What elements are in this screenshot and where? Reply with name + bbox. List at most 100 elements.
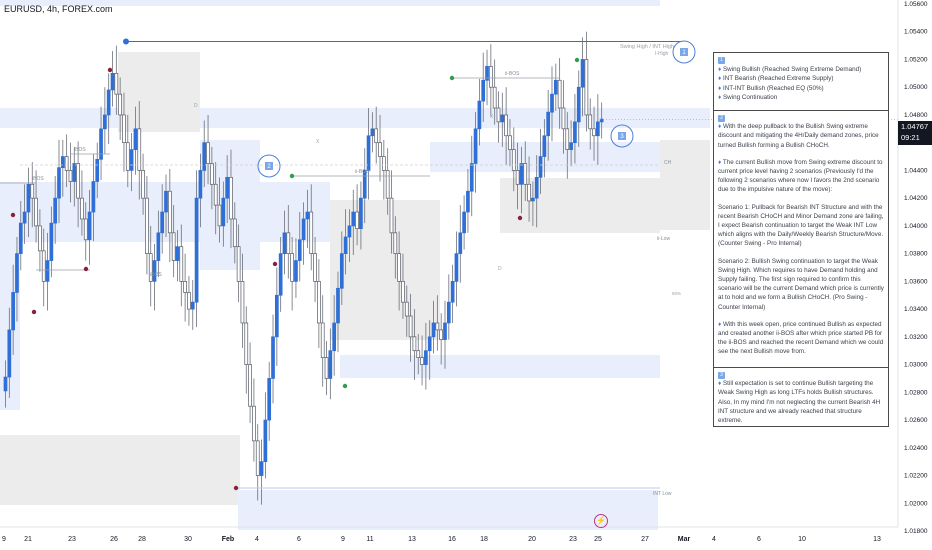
candle-body	[232, 218, 237, 248]
section-2-para-4: Scenario 2: Bullish Swing continuation t…	[718, 257, 884, 311]
candle-body	[328, 350, 333, 379]
para-text: With this week open, price continued Bul…	[718, 320, 884, 356]
candle-body	[424, 350, 428, 365]
candle-body	[290, 253, 294, 282]
candle-body	[282, 232, 287, 254]
candle-body	[103, 114, 107, 130]
candle-body	[160, 211, 165, 234]
time-tick-label: 13	[408, 536, 416, 543]
candle-body	[11, 292, 15, 331]
candle-body	[481, 79, 486, 102]
section-divider	[714, 110, 888, 111]
candle-body	[22, 211, 27, 224]
candle-body	[34, 197, 38, 227]
candle-body	[99, 128, 103, 160]
section-2-para-3: Scenario 1: Pullback for Bearish INT Str…	[718, 203, 884, 248]
candle-body	[404, 301, 409, 317]
candle-body	[129, 149, 134, 171]
candle-body	[106, 89, 111, 116]
ii-bos-label: ii-BOS	[355, 169, 370, 175]
swing-point	[233, 485, 239, 491]
candle-body	[194, 197, 199, 303]
candle-body	[133, 128, 138, 150]
time-tick-label: 9	[2, 536, 6, 543]
flash-icon[interactable]: ⚡	[594, 514, 608, 528]
candle-body	[569, 142, 573, 150]
candle-body	[313, 253, 317, 282]
time-tick-label: 16	[448, 536, 456, 543]
list-item: ♦ INT-INT Bullish (Reached EQ (50%)	[718, 84, 884, 93]
candle-body	[439, 329, 444, 340]
price-tick-label: 1.02800	[904, 389, 928, 396]
time-tick-label: 30	[184, 536, 192, 543]
zone	[0, 0, 660, 6]
candle-body	[378, 142, 382, 157]
time-tick-label: 4	[712, 536, 716, 543]
candle-body	[187, 292, 191, 310]
ibos-label: iBOS	[74, 147, 86, 153]
candle-body	[550, 93, 554, 113]
time-tick-label: 13	[873, 536, 881, 543]
candle-body	[385, 170, 390, 199]
candle-body	[339, 253, 344, 289]
candle-body	[347, 225, 352, 238]
time-tick-label: 9	[341, 536, 345, 543]
candle-body	[469, 163, 474, 192]
candle-body	[542, 135, 547, 157]
candle-body	[175, 246, 180, 261]
ii-low-label: ii-Low	[657, 236, 670, 242]
diamond-icon: ♦	[718, 380, 722, 388]
candle-body	[41, 250, 46, 282]
candle-body	[141, 170, 145, 199]
candle-body	[3, 376, 8, 392]
candle-body	[87, 211, 92, 241]
price-tick-label: 1.04000	[904, 223, 928, 230]
zone	[238, 490, 658, 530]
swing-point	[574, 57, 580, 63]
candle-body	[596, 121, 600, 137]
list-item: ♦ Swing Continuation	[718, 93, 884, 102]
candle-body	[317, 281, 321, 324]
countdown-value: 09:21	[901, 133, 920, 142]
candle-body	[198, 170, 203, 199]
price-tick-label: 1.01800	[904, 528, 928, 535]
diamond-icon: ♦	[718, 123, 722, 131]
candle-body	[519, 163, 524, 185]
time-tick-label: 21	[24, 536, 32, 543]
candle-body	[546, 111, 551, 137]
candle-body	[80, 197, 84, 220]
time-tick-label: Feb	[222, 536, 234, 543]
candle-body	[370, 128, 375, 137]
price-tick-label: 1.04400	[904, 167, 928, 174]
list-item-text: Swing Continuation	[722, 93, 778, 101]
list-item-text: INT Bearish (Reached Extreme Supply)	[722, 75, 834, 83]
candle-body	[458, 232, 463, 254]
time-tick-label: 26	[110, 536, 118, 543]
candle-body	[95, 158, 100, 182]
price-tick-label: 1.03600	[904, 278, 928, 285]
candle-body	[573, 121, 577, 144]
scenario-badge	[618, 132, 626, 140]
diamond-icon: ♦	[718, 75, 722, 83]
candle-body	[171, 232, 176, 261]
candle-body	[561, 107, 566, 130]
candle-body	[565, 128, 570, 150]
current-price-tag: 1.04767 09:21	[898, 121, 932, 145]
candle-body	[255, 440, 260, 476]
time-tick-label: Mar	[678, 536, 691, 543]
panel-section-2: 2 ♦ With the deep pullback to the Bullis…	[714, 111, 888, 367]
candle-body	[557, 79, 562, 109]
price-tick-label: 1.03400	[904, 306, 928, 313]
time-tick-label: 28	[138, 536, 146, 543]
candle-body	[122, 114, 126, 144]
swing-point	[10, 212, 16, 218]
candle-body	[515, 170, 520, 185]
candle-body	[210, 163, 214, 185]
candle-body	[114, 72, 119, 95]
para-text: The current Bullish move from Swing extr…	[718, 158, 883, 194]
zone	[660, 140, 710, 230]
scenario-number: 3	[620, 134, 624, 140]
price-tick-label: 1.04800	[904, 112, 928, 119]
